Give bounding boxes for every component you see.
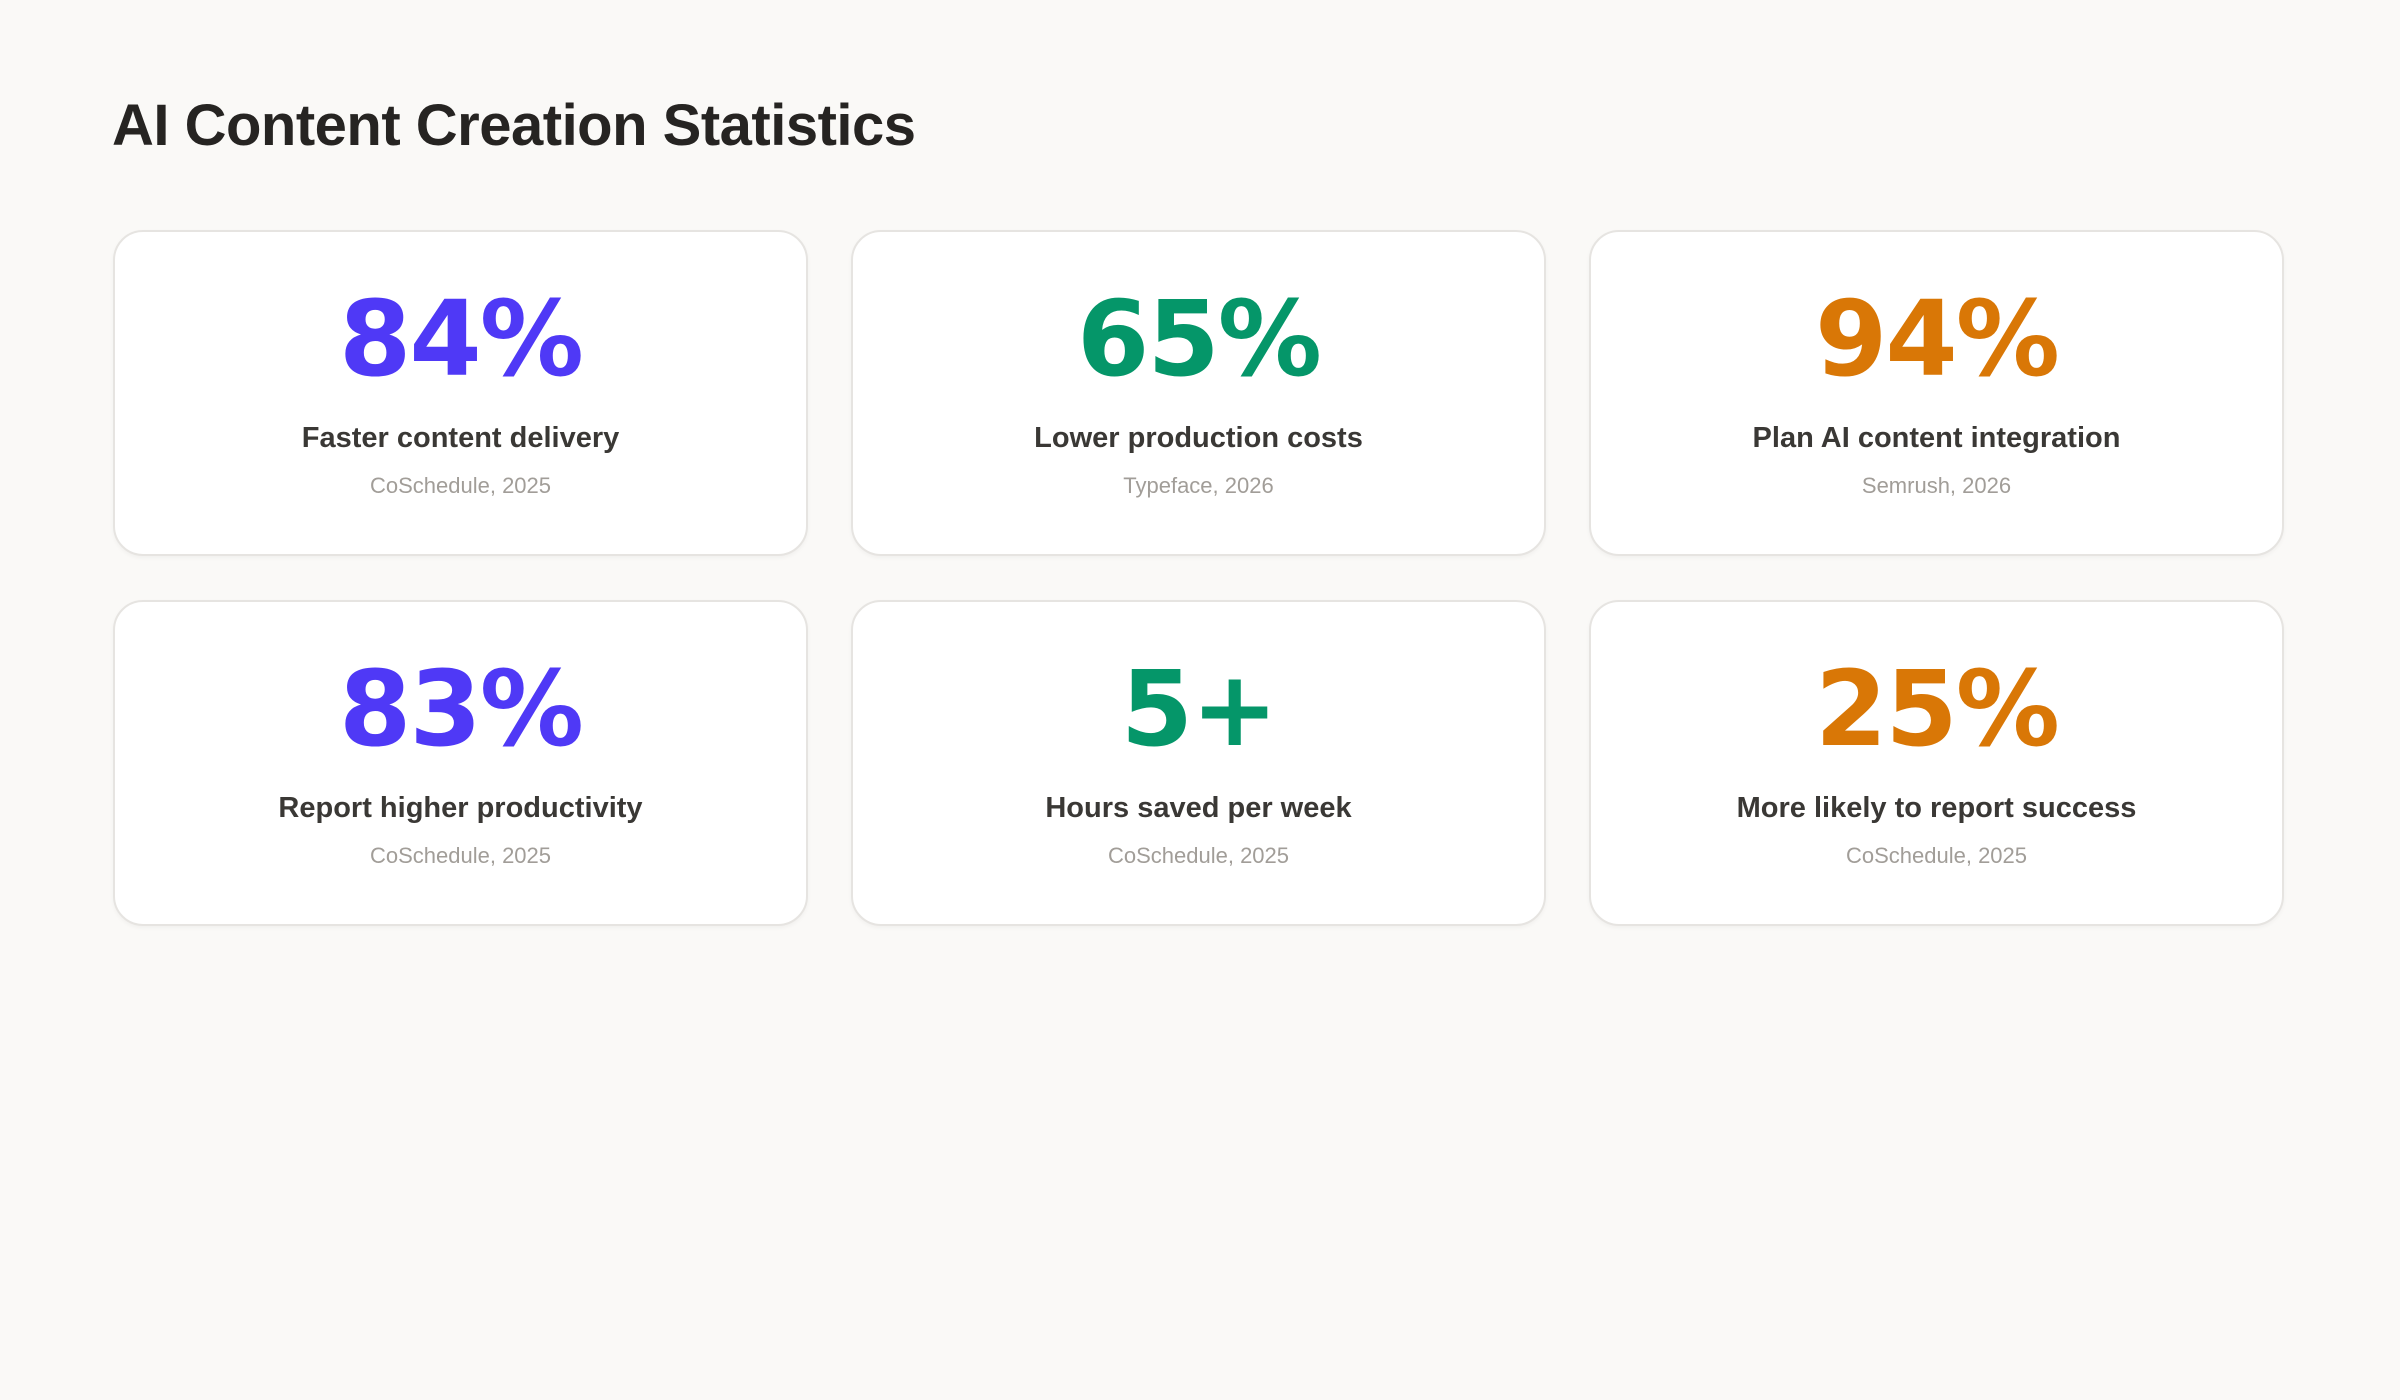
stat-card: 84% Faster content delivery CoSchedule, … (113, 230, 808, 556)
stat-label: Lower production costs (1034, 422, 1363, 454)
stat-value: 83% (339, 648, 584, 770)
stat-source: CoSchedule, 2025 (1107, 843, 1290, 868)
stat-value: 5+ (1120, 648, 1279, 770)
stat-source: CoSchedule, 2025 (369, 473, 552, 498)
stat-source: Typeface, 2026 (1123, 473, 1274, 498)
page-title: AI Content Creation Statistics (112, 93, 916, 158)
stat-value: 94% (1815, 278, 2060, 400)
stat-card: 25% More likely to report success CoSche… (1589, 600, 2284, 926)
stat-card: 83% Report higher productivity CoSchedul… (113, 600, 808, 926)
stats-grid: 84% Faster content delivery CoSchedule, … (113, 230, 2284, 926)
stat-value: 84% (339, 278, 584, 400)
stat-label: Faster content delivery (301, 422, 620, 454)
stat-label: Hours saved per week (1045, 792, 1352, 824)
stat-source: Semrush, 2026 (1861, 473, 2012, 498)
stat-label: Report higher productivity (278, 792, 643, 824)
stat-card: 65% Lower production costs Typeface, 202… (851, 230, 1546, 556)
stat-label: More likely to report success (1736, 792, 2137, 824)
stat-value: 25% (1815, 648, 2060, 770)
stat-card: 94% Plan AI content integration Semrush,… (1589, 230, 2284, 556)
stat-value: 65% (1077, 278, 1322, 400)
stat-source: CoSchedule, 2025 (1845, 843, 2028, 868)
stat-source: CoSchedule, 2025 (369, 843, 552, 868)
stat-label: Plan AI content integration (1752, 422, 2121, 454)
stat-card: 5+ Hours saved per week CoSchedule, 2025 (851, 600, 1546, 926)
